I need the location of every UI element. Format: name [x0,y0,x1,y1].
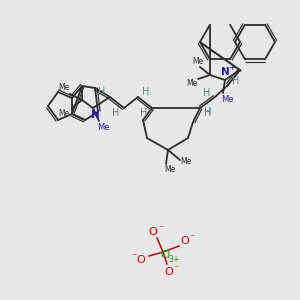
Text: 3+: 3+ [168,254,180,263]
Text: H: H [140,108,148,118]
Text: ⁻: ⁻ [173,264,178,274]
Text: Me: Me [221,94,233,103]
Text: N: N [220,67,230,77]
Text: Cl: Cl [161,250,171,260]
Text: O: O [148,227,158,237]
Text: H: H [204,107,212,117]
Text: O: O [136,255,146,265]
Text: Me: Me [58,83,70,92]
Text: Me: Me [186,80,198,88]
Text: Me: Me [164,166,175,175]
Text: ⁻: ⁻ [131,252,136,262]
Text: Me: Me [180,158,192,166]
Text: ⁻: ⁻ [158,224,164,234]
Text: Me: Me [97,122,109,131]
Text: H: H [142,87,150,97]
Text: Me: Me [192,56,204,65]
Text: H: H [203,88,211,98]
Text: H: H [112,108,120,118]
Text: +: + [229,64,236,73]
Text: H: H [232,76,240,86]
Text: N: N [91,110,99,120]
Text: H: H [98,87,106,97]
Text: Me: Me [58,110,70,118]
Text: O: O [165,267,173,277]
Text: O: O [181,236,189,246]
Text: H: H [204,108,212,118]
Text: ⁻: ⁻ [189,233,195,243]
